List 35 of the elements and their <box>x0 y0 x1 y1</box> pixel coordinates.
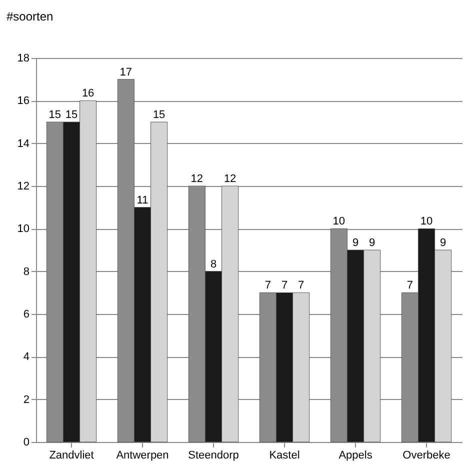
data-label: 9 <box>369 237 376 249</box>
y-tick-label: 4 <box>23 351 30 364</box>
y-tick-label: 0 <box>23 436 30 448</box>
y-axis-title: #soorten <box>6 10 54 24</box>
y-tick-label: 2 <box>23 394 30 406</box>
data-label: 10 <box>332 216 346 228</box>
y-tick-label: 14 <box>17 138 30 150</box>
data-label: 9 <box>352 237 359 249</box>
x-tick-label: Overbeke <box>402 450 450 462</box>
y-tick-label: 16 <box>17 95 30 108</box>
y-tick-label: 12 <box>17 180 30 192</box>
y-tick-label: 6 <box>23 308 30 320</box>
data-label: 7 <box>298 280 304 292</box>
y-tick-label: 18 <box>17 52 30 64</box>
data-label: 12 <box>190 173 204 185</box>
data-label: 15 <box>152 109 166 121</box>
x-tick-label: Appels <box>338 450 373 462</box>
y-tick-label: 8 <box>23 266 30 278</box>
y-tick-label: 10 <box>17 223 30 236</box>
data-label: 16 <box>82 88 94 100</box>
data-label: 7 <box>264 280 271 292</box>
data-label: 17 <box>120 66 132 78</box>
x-tick-label: Steendorp <box>188 450 239 462</box>
data-label: 12 <box>224 173 236 185</box>
x-tick-label: Antwerpen <box>116 450 169 462</box>
data-label: 10 <box>420 216 433 228</box>
data-label: 11 <box>136 194 148 206</box>
data-label: 15 <box>65 109 78 121</box>
data-label: 15 <box>48 109 62 121</box>
data-label: 8 <box>210 258 217 270</box>
x-tick-label: Zandvliet <box>49 450 94 462</box>
data-label: 7 <box>406 280 413 292</box>
data-label: 7 <box>281 280 288 292</box>
x-tick-label: Kastel <box>269 450 300 462</box>
data-label: 9 <box>440 237 446 249</box>
